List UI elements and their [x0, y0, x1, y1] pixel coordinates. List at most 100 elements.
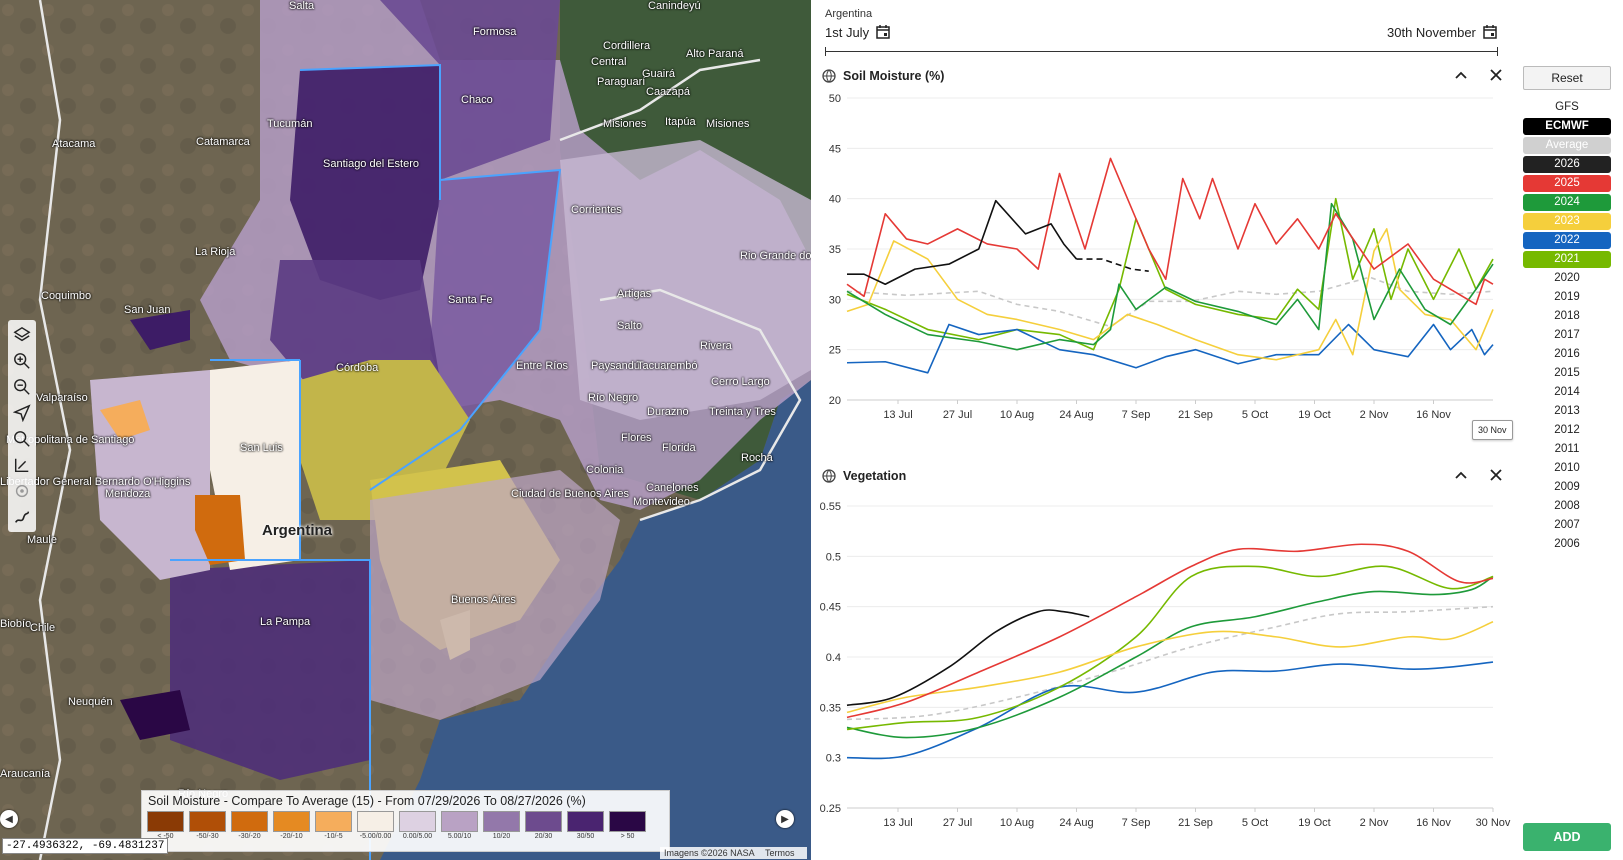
- label-central: Central: [591, 56, 627, 68]
- legend-swatch: [609, 811, 646, 832]
- label-santa-fe: Santa Fe: [448, 294, 493, 306]
- end-date-label: 30th November: [1387, 24, 1476, 40]
- series-line-2021[interactable]: [846, 565, 1494, 731]
- legend-item: -30/-20: [230, 811, 269, 840]
- year-toggle-2014[interactable]: 2014: [1554, 386, 1580, 398]
- year-toggle-2006[interactable]: 2006: [1554, 538, 1580, 550]
- close-chart-icon[interactable]: [1487, 466, 1505, 484]
- series-line-average[interactable]: [846, 276, 1494, 328]
- series-line-2025[interactable]: [846, 157, 1494, 306]
- series-line-2023[interactable]: [846, 228, 1494, 361]
- legend-swatch: [441, 811, 478, 832]
- year-toggle-2016[interactable]: 2016: [1554, 348, 1580, 360]
- series-line-2024[interactable]: [846, 202, 1494, 351]
- series-line-2022[interactable]: [846, 323, 1494, 374]
- navigate-icon[interactable]: [8, 400, 36, 426]
- search-icon[interactable]: [8, 426, 36, 452]
- year-toggle-2024[interactable]: 2024: [1523, 194, 1611, 211]
- legend-swatch: [273, 811, 310, 832]
- year-toggle-2025[interactable]: 2025: [1523, 175, 1611, 192]
- legend-item: -50/-30: [188, 811, 227, 840]
- label-coquimbo: Coquimbo: [41, 290, 92, 302]
- collapse-left-icon[interactable]: ◀: [0, 810, 18, 828]
- year-toggle-2011[interactable]: 2011: [1554, 443, 1580, 455]
- legend-label: -10/-5: [324, 833, 343, 840]
- map-attribution: Imagens ©2026 NASA Termos: [660, 847, 807, 859]
- year-toggle-2021[interactable]: 2021: [1523, 251, 1611, 268]
- label-salta: Salta: [289, 0, 315, 12]
- year-toggle-2009[interactable]: 2009: [1554, 481, 1580, 493]
- y-tick-label: 45: [829, 143, 841, 155]
- year-toggle-2020[interactable]: 2020: [1554, 272, 1580, 284]
- date-range-slider[interactable]: [825, 47, 1498, 56]
- legend-title: Soil Moisture - Compare To Average (15) …: [148, 794, 586, 808]
- year-toggle-2013[interactable]: 2013: [1554, 405, 1580, 417]
- legend-label: -20/-10: [280, 833, 303, 840]
- vegetation-card: Vegetation 0.25 0.3 0.35 0.4 0.45 0.5 0.55 13 J…: [811, 464, 1511, 860]
- expand-right-icon[interactable]: ▶: [776, 810, 794, 828]
- x-tick-label: 21 Sep: [1178, 817, 1213, 829]
- draw-icon[interactable]: [8, 504, 36, 530]
- year-toggle-2007[interactable]: 2007: [1554, 519, 1580, 531]
- label-la-rioja: La Rioja: [195, 246, 236, 258]
- map-canvas[interactable]: [0, 0, 811, 860]
- zoom-out-icon[interactable]: [8, 374, 36, 400]
- year-toggle-2017[interactable]: 2017: [1554, 329, 1580, 341]
- year-toggle-2008[interactable]: 2008: [1554, 500, 1580, 512]
- label-entre-rios: Entre Ríos: [516, 360, 568, 372]
- series-line-2022[interactable]: [846, 661, 1494, 760]
- map-view[interactable]: Salta Formosa Canindeyú Cordillera Alto Para…: [0, 0, 811, 860]
- add-button[interactable]: ADD: [1523, 823, 1611, 851]
- legend-label: 5.00/10: [447, 833, 472, 840]
- label-tacuarembo: Tacuarembó: [637, 360, 698, 372]
- series-line-2026[interactable]: [846, 609, 1090, 707]
- model-toggle-gfs[interactable]: GFS: [1523, 99, 1611, 116]
- x-tick-label: 27 Jul: [943, 817, 972, 829]
- collapse-chart-icon[interactable]: [1452, 466, 1470, 484]
- legend-label: 0.00/5.00: [402, 833, 433, 840]
- target-icon[interactable]: [8, 478, 36, 504]
- start-date-label: 1st July: [825, 24, 870, 40]
- layers-icon[interactable]: [8, 322, 36, 348]
- vegetation-chart[interactable]: 0.25 0.3 0.35 0.4 0.45 0.5 0.55 13 Jul 27 Jul 10 …: [811, 488, 1511, 860]
- series-line-2025[interactable]: [846, 543, 1494, 719]
- legend-item: > 50: [608, 811, 647, 840]
- series-line-2024[interactable]: [846, 575, 1494, 739]
- label-misiones: Misiones: [603, 118, 647, 130]
- label-canindeyu: Canindeyú: [648, 0, 701, 12]
- model-toggle-average[interactable]: Average: [1523, 137, 1611, 154]
- year-toggle-2015[interactable]: 2015: [1554, 367, 1580, 379]
- start-date-picker[interactable]: 1st July: [825, 24, 891, 40]
- series-line-ecmwf[interactable]: [1076, 258, 1149, 272]
- series-line-2021[interactable]: [846, 197, 1494, 351]
- label-neuquen: Neuquén: [68, 696, 113, 708]
- series-line-2023[interactable]: [846, 621, 1494, 714]
- soil-moisture-chart[interactable]: 20 25 30 35 40 45 50 13 Jul 27 Jul 10 Aug 24 Aug 7 …: [811, 88, 1511, 448]
- legend-item: -5.00/0.00: [356, 811, 395, 840]
- attribution-terms-link[interactable]: Termos: [765, 848, 795, 858]
- close-chart-icon[interactable]: [1487, 66, 1505, 84]
- year-toggle-2018[interactable]: 2018: [1554, 310, 1580, 322]
- year-toggle-2022[interactable]: 2022: [1523, 232, 1611, 249]
- year-toggle-2012[interactable]: 2012: [1554, 424, 1580, 436]
- collapse-chart-icon[interactable]: [1452, 66, 1470, 84]
- year-list: 2026 2025 2024 2023 2022 2021 2020 2019 2018 2017…: [1523, 156, 1613, 553]
- soil-moisture-header: Soil Moisture (%): [821, 64, 944, 88]
- y-tick-label: 0.45: [820, 602, 841, 614]
- series-line-average[interactable]: [846, 605, 1494, 721]
- legend-item: -20/-10: [272, 811, 311, 840]
- x-tick-label: 7 Sep: [1122, 409, 1151, 421]
- end-date-picker[interactable]: 30th November: [1387, 24, 1498, 40]
- model-toggle-ecmwf[interactable]: ECMWF: [1523, 118, 1611, 135]
- year-toggle-2026[interactable]: 2026: [1523, 156, 1611, 173]
- reset-button[interactable]: Reset: [1523, 66, 1611, 90]
- year-toggle-2010[interactable]: 2010: [1554, 462, 1580, 474]
- year-toggle-2023[interactable]: 2023: [1523, 213, 1611, 230]
- zoom-in-icon[interactable]: [8, 348, 36, 374]
- series-line-2026[interactable]: [847, 199, 1078, 286]
- label-maule: Maule: [27, 534, 57, 546]
- measure-icon[interactable]: [8, 452, 36, 478]
- legend-label: < -50: [157, 833, 174, 840]
- label-paraguari: Paraguarí: [597, 76, 646, 88]
- year-toggle-2019[interactable]: 2019: [1554, 291, 1580, 303]
